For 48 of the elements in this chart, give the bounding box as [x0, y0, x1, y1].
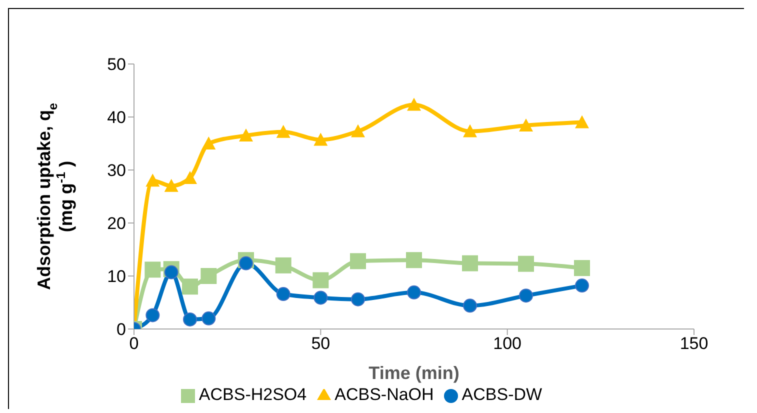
x-tick-label: 150 — [680, 334, 708, 354]
y-tick-label: 50 — [107, 55, 126, 74]
point — [275, 257, 292, 274]
legend-label: ACBS-DW — [462, 385, 542, 404]
point — [574, 260, 590, 276]
point — [314, 290, 328, 305]
point — [183, 170, 197, 184]
point — [312, 272, 329, 288]
point — [314, 132, 328, 146]
point — [202, 311, 216, 326]
point — [575, 115, 589, 128]
point — [351, 292, 365, 306]
x-tick-label: 100 — [493, 334, 522, 354]
point — [239, 256, 253, 270]
point — [276, 287, 290, 302]
point — [575, 278, 589, 293]
legend-label: ACBS-H2SO4 — [198, 385, 307, 404]
point — [164, 265, 178, 280]
y-tick-label: 20 — [107, 214, 126, 234]
point — [463, 124, 477, 138]
point — [183, 312, 197, 326]
point — [164, 178, 178, 192]
x-tick-label: 0 — [129, 334, 139, 354]
point — [276, 124, 290, 138]
y-tick-label: 10 — [107, 267, 126, 286]
y-tick-label: 30 — [107, 161, 126, 180]
point — [463, 298, 477, 313]
point — [407, 98, 421, 111]
point — [406, 252, 422, 268]
x-tick-label: 50 — [311, 334, 330, 354]
point — [519, 288, 533, 303]
point — [202, 136, 216, 150]
x-axis-title: Time (min) — [368, 363, 460, 383]
point — [200, 268, 217, 284]
point — [351, 124, 365, 138]
point — [518, 256, 534, 272]
y-tick-label: 40 — [107, 108, 126, 128]
point — [239, 128, 253, 142]
point — [144, 262, 161, 278]
point — [182, 278, 198, 295]
point — [519, 118, 533, 132]
point — [462, 255, 478, 272]
point — [350, 253, 366, 270]
point — [146, 308, 160, 322]
point — [407, 285, 421, 300]
legend-label: ACBS-NaOH — [334, 385, 434, 404]
y-tick-label: 0 — [116, 320, 126, 340]
point — [146, 174, 160, 187]
